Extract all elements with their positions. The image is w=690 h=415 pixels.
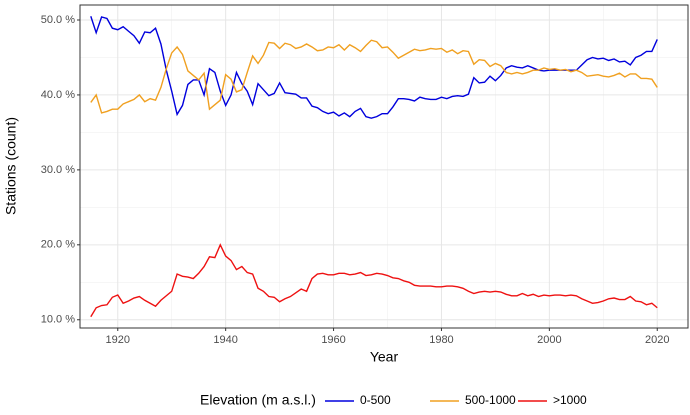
y-axis-title: Stations (count) xyxy=(3,117,19,215)
series-line xyxy=(90,39,658,114)
x-axis-title: Year xyxy=(370,349,399,365)
legend-title: Elevation (m a.s.l.) xyxy=(200,392,316,408)
x-tick-label: 2020 xyxy=(645,334,669,346)
x-tick-label: 1920 xyxy=(106,334,130,346)
panel-border xyxy=(79,4,689,329)
y-tick-label: 50.0 % xyxy=(41,14,75,26)
series-line xyxy=(90,16,658,119)
series-line xyxy=(90,243,658,318)
y-tick-label: 20.0 % xyxy=(41,239,75,251)
y-tick-label: 30.0 % xyxy=(41,164,75,176)
x-tick-label: 1960 xyxy=(321,334,345,346)
y-tick-label: 10.0 % xyxy=(41,314,75,326)
legend-label: 500-1000 xyxy=(465,393,516,407)
legend-label: 0-500 xyxy=(360,393,391,407)
legend-label: >1000 xyxy=(553,393,587,407)
y-tick-label: 40.0 % xyxy=(41,89,75,101)
x-tick-label: 1940 xyxy=(213,334,237,346)
x-tick-label: 1980 xyxy=(429,334,453,346)
x-tick-label: 2000 xyxy=(537,334,561,346)
